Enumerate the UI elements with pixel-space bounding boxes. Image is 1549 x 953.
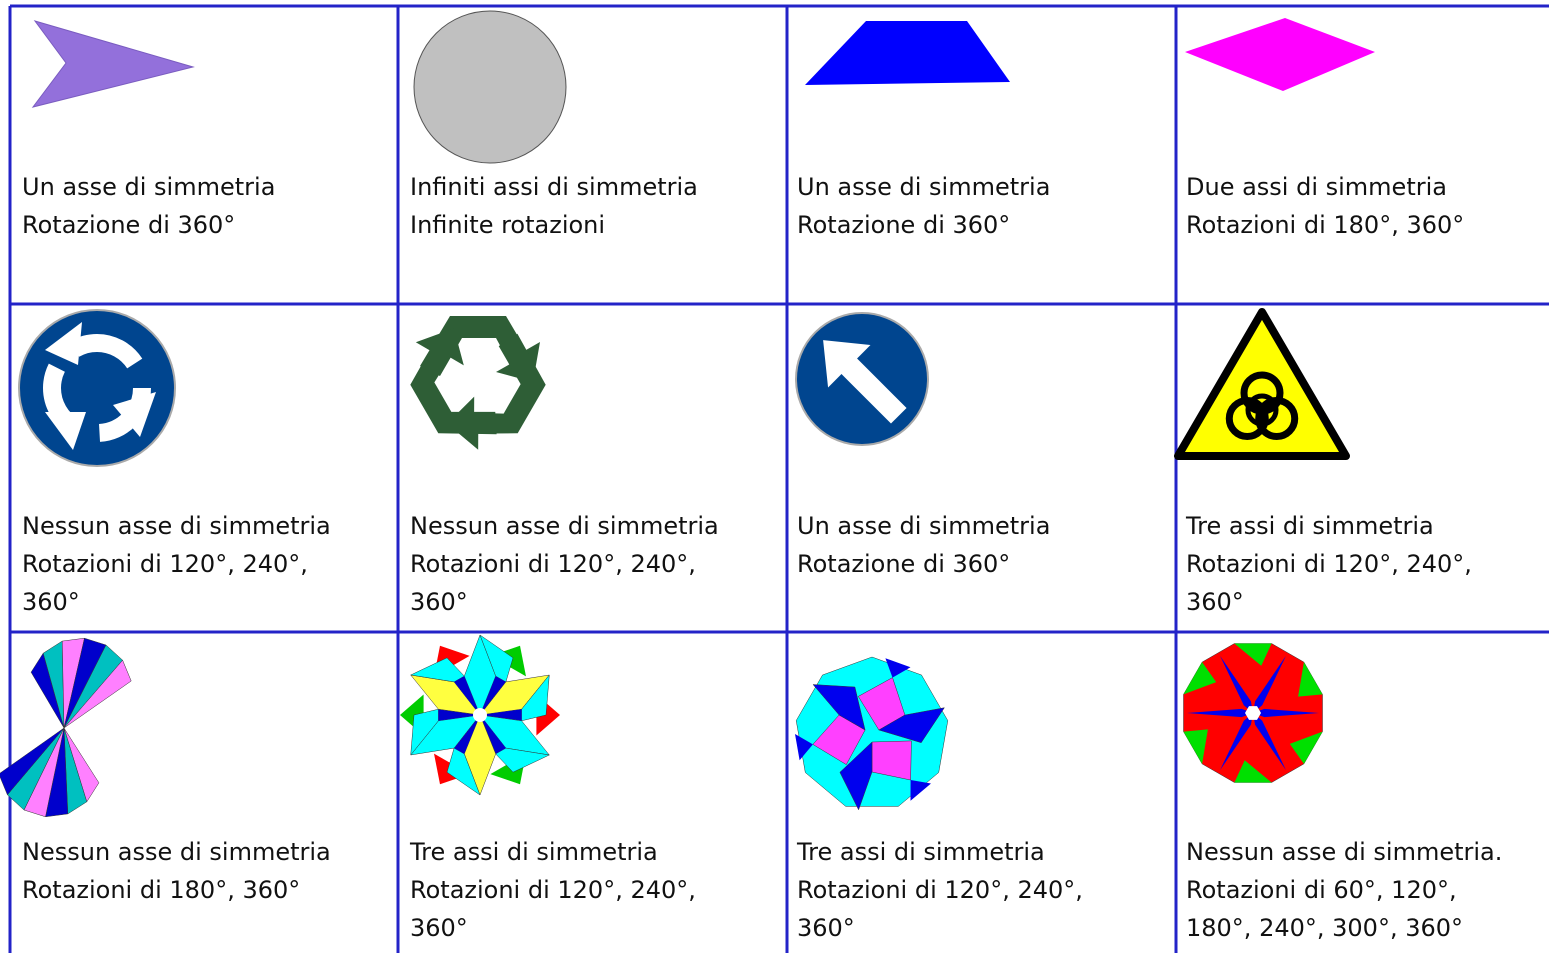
caption-line: 180°, 240°, 300°, 360° [1186, 914, 1463, 942]
sign-disc [18, 309, 176, 467]
star-blade [480, 676, 506, 715]
wheel-green [1183, 729, 1208, 764]
caption-line: Nessun asse di simmetria [410, 512, 719, 540]
bio-ring [1245, 393, 1279, 427]
wheel-green [1289, 731, 1323, 764]
polygon-edge [910, 780, 931, 801]
caption-line: Un asse di simmetria [797, 173, 1050, 201]
wheel-center [1245, 706, 1261, 720]
sign-arrow [823, 340, 907, 424]
bio-ring [1225, 397, 1269, 440]
polygon-pattern [795, 656, 949, 811]
star-blade [438, 709, 480, 721]
polygon-edge [885, 658, 911, 678]
wheel-star [1187, 708, 1253, 718]
star-blade [480, 709, 522, 721]
caption-line: Rotazioni di 120°, 240°, [797, 876, 1083, 904]
warning-triangle [1174, 308, 1350, 460]
caption-line: Nessun asse di simmetria [22, 512, 331, 540]
figures [0, 10, 1375, 818]
biohazard-sign [1174, 308, 1350, 460]
wheel-green [1234, 760, 1272, 783]
wheel-star [1253, 708, 1319, 718]
caption-line: 360° [797, 914, 855, 942]
wheel-star [1220, 655, 1253, 713]
wheel-green [1234, 643, 1272, 666]
s-shape [0, 637, 132, 818]
arrow-shape [31, 20, 195, 108]
caption-line: Rotazione di 360° [797, 211, 1010, 239]
caption-line: Tre assi di simmetria [796, 838, 1045, 866]
caption-line: Infinite rotazioni [410, 211, 605, 239]
star-blade [480, 715, 506, 754]
caption-line: Rotazione di 360° [22, 211, 235, 239]
caption-line: Tre assi di simmetria [409, 838, 658, 866]
recycle-arrow [447, 333, 546, 450]
wheel-pattern [1183, 643, 1323, 783]
captions: Un asse di simmetria Rotazione di 360° Inf… [22, 173, 1502, 942]
caption-line: Un asse di simmetria [22, 173, 275, 201]
s-piece [0, 727, 65, 796]
rhombus-shape [1185, 18, 1375, 91]
roundabout-sign [18, 309, 176, 467]
polygon-edge [795, 734, 813, 761]
caption-line: Rotazioni di 180°, 360° [22, 876, 300, 904]
caption-line: Rotazioni di 60°, 120°, [1186, 876, 1457, 904]
caption-line: Tre assi di simmetria [1185, 512, 1434, 540]
star-pattern [400, 634, 560, 796]
wheel-star [1220, 713, 1253, 771]
trapezoid-shape [805, 21, 1010, 85]
wheel-green [1183, 662, 1217, 695]
biohazard-glyph [1225, 371, 1299, 440]
caption-line: 360° [1186, 588, 1244, 616]
caption-line: Nessun asse di simmetria [22, 838, 331, 866]
caption-line: Rotazioni di 120°, 240°, [410, 550, 696, 578]
caption-line: 360° [410, 588, 468, 616]
wheel-star [1253, 655, 1286, 713]
caption-line: Due assi di simmetria [1186, 173, 1447, 201]
wheel-star [1253, 713, 1286, 771]
caption-line: Rotazioni di 120°, 240°, [22, 550, 308, 578]
recycle-arrow [410, 328, 497, 435]
s-piece [63, 659, 132, 729]
caption-line: Rotazioni di 120°, 240°, [410, 876, 696, 904]
caption-line: Nessun asse di simmetria. [1186, 838, 1502, 866]
bio-ring [1255, 397, 1299, 440]
sign-ring [43, 334, 151, 442]
polygon-kite [878, 707, 945, 743]
caption-line: Rotazioni di 180°, 360° [1186, 211, 1464, 239]
caption-line: Infiniti assi di simmetria [410, 173, 698, 201]
arrow-head [45, 412, 86, 450]
star-blade [454, 715, 480, 754]
star-blade [454, 676, 480, 715]
polygon-kite [839, 741, 873, 811]
caption-line: Rotazione di 360° [797, 550, 1010, 578]
wheel-green [1298, 662, 1323, 697]
arrow-head [113, 392, 156, 437]
caption-line: Un asse di simmetria [797, 512, 1050, 540]
arrow-head [45, 322, 82, 365]
caption-line: Rotazioni di 120°, 240°, [1186, 550, 1472, 578]
caption-line: 360° [22, 588, 80, 616]
direction-sign [795, 312, 929, 446]
circle-shape [413, 10, 567, 164]
star-center [473, 708, 487, 722]
caption-line: 360° [410, 914, 468, 942]
table-grid [8, 4, 1549, 953]
recycle-symbol [410, 316, 546, 450]
polygon-kite [812, 684, 866, 731]
